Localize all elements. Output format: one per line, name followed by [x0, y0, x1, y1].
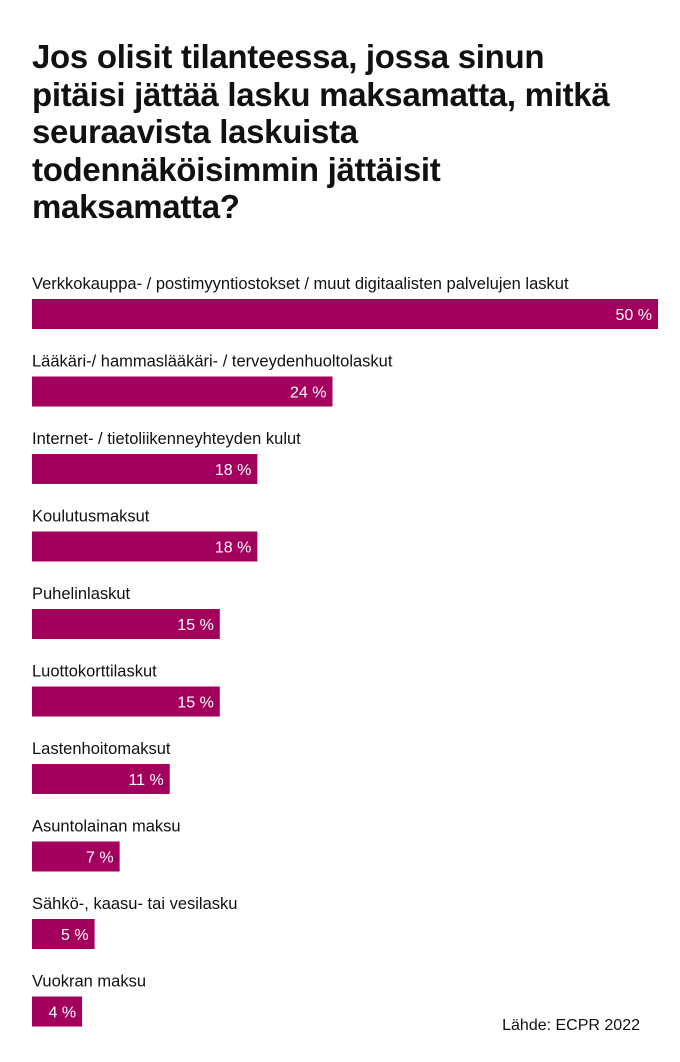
category-label: Puhelinlaskut: [32, 585, 131, 603]
bar: [32, 919, 95, 949]
bar-value-label: 4 %: [49, 1005, 77, 1022]
chart-title: Jos olisit tilanteessa, jossa sinun pitä…: [32, 38, 610, 225]
category-label: Koulutusmaksut: [32, 508, 150, 526]
bar-group-puhelinlaskut: Puhelinlaskut 15 %: [32, 585, 220, 639]
bar-value-label: 5 %: [61, 927, 89, 944]
category-label: Lastenhoitomaksut: [32, 740, 171, 758]
bar: [32, 376, 333, 407]
bar: [32, 764, 170, 794]
bar: [32, 996, 83, 1027]
bar-group-verkkokauppa-postimyyntiostokset-muut-di: Verkkokauppa- / postimyyntiostokset / mu…: [32, 275, 658, 329]
bar: [32, 609, 220, 639]
bar-value-label: 18 %: [215, 540, 251, 557]
source-note: Lähde: ECPR 2022: [502, 1017, 640, 1034]
category-label: Verkkokauppa- / postimyyntiostokset / mu…: [32, 275, 569, 293]
category-label: Sähkö-, kaasu- tai vesilasku: [32, 895, 237, 913]
category-label: Asuntolainan maksu: [32, 818, 181, 836]
bar-group-sahko-kaasu-tai-vesilasku: Sähkö-, kaasu- tai vesilasku 5 %: [32, 895, 237, 949]
bar-group-luottokorttilaskut: Luottokorttilaskut 15 %: [32, 663, 220, 717]
bar-value-label: 15 %: [177, 617, 213, 634]
bar-group-vuokran-maksu: Vuokran maksu 4 %: [32, 973, 146, 1027]
category-label: Vuokran maksu: [32, 973, 146, 991]
bar-group-internet-tietoliikenneyhteyden-kulut: Internet- / tietoliikenneyhteyden kulut 1…: [32, 430, 301, 484]
bar: [32, 686, 220, 717]
bar-value-label: 15 %: [177, 695, 213, 712]
bar: [32, 841, 120, 872]
bar-value-label: 7 %: [86, 850, 114, 867]
bar: [32, 299, 658, 329]
bar: [32, 454, 258, 484]
category-label: Lääkäri-/ hammaslääkäri- / terveydenhuol…: [32, 353, 393, 371]
bar-value-label: 24 %: [290, 385, 326, 402]
bar-value-label: 50 %: [616, 307, 652, 324]
category-label: Luottokorttilaskut: [32, 663, 157, 681]
bar-value-label: 18 %: [215, 462, 251, 479]
bar-group-koulutusmaksut: Koulutusmaksut 18 %: [32, 508, 258, 562]
bar: [32, 531, 258, 562]
bar-group-laakari-hammaslaakari-terveydenhuoltolas: Lääkäri-/ hammaslääkäri- / terveydenhuol…: [32, 353, 393, 407]
bar-value-label: 11 %: [128, 772, 163, 789]
bar-group-asuntolainan-maksu: Asuntolainan maksu 7 %: [32, 818, 181, 872]
category-label: Internet- / tietoliikenneyhteyden kulut: [32, 430, 301, 448]
bar-group-lastenhoitomaksut: Lastenhoitomaksut 11 %: [32, 740, 171, 794]
